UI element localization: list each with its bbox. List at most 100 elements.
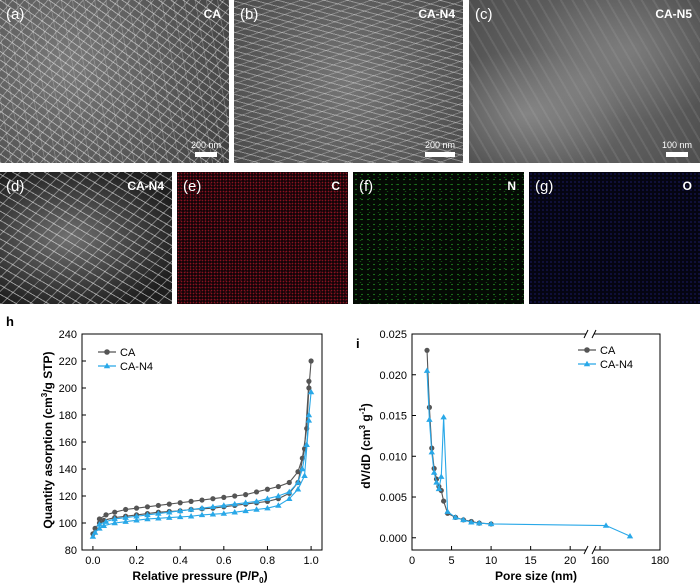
data-point [91,529,99,535]
sem-panel-a: (a) CA 200 nm [0,0,229,163]
data-point [424,347,430,353]
data-point [430,469,438,475]
axis-break-mark [583,545,589,555]
axis-break-gap [586,331,594,337]
y-tick-label: 0.020 [379,370,407,382]
chart-i-xlabel: Pore size (nm) [495,569,577,583]
sample-tag-a: CA [203,7,221,21]
element-tag-n: N [507,179,516,193]
sem-panel-b: (b) CA-N4 200 nm [234,0,463,163]
data-point [444,508,451,514]
axis-break-mark [591,329,597,339]
data-point [231,509,238,515]
y-tick-label: 220 [59,356,77,368]
sample-tag-c: CA-N5 [655,7,692,21]
sample-tag-b: CA-N4 [418,7,455,21]
data-point [468,519,475,525]
data-point [275,502,282,508]
chart-i-panel-label: i [356,336,360,351]
data-point [133,513,140,519]
chart-i-legend: CA CA-N4 [578,345,633,371]
data-point [92,525,98,531]
data-point [305,417,313,423]
sem-panel-d: (d) CA-N4 [0,172,172,304]
scale-bar-a: 200 nm [191,140,221,157]
data-point [435,485,443,492]
data-point [89,533,97,539]
scale-bar-b: 200 nm [425,140,455,157]
data-point [155,515,162,521]
y-tick-label: 180 [59,410,77,422]
data-point [96,521,103,527]
x-tick-label: 0.4 [173,555,188,567]
y-tick-label: 0.025 [379,329,407,341]
legend-i-ca: CA [600,345,616,357]
data-point [111,519,118,526]
data-point [423,367,431,373]
data-point [122,514,129,520]
data-point [220,510,228,516]
panel-label-d: (d) [6,178,25,195]
data-point [433,479,440,485]
legend-ca-n4: CA-N4 [120,361,153,373]
pore-size-chart: i 0 5 10 15 20 160 180 0.000 0.005 0.010 0.015 0.02… [356,329,669,583]
x-tick-label: 0 [409,555,415,567]
x-tick-label: 0.8 [260,555,275,567]
data-point [299,465,306,472]
data-point [264,495,271,501]
data-point [176,507,184,514]
data-point [155,502,161,509]
data-point [144,511,151,518]
chart-h-legend: CA CA-N4 [98,347,153,373]
data-point [452,514,459,520]
data-point [112,509,118,515]
sample-tag-d: CA-N4 [127,179,164,193]
scale-bar-label-a: 200 nm [190,140,221,150]
axis-break-gap [586,547,594,553]
y-tick-label: 0.005 [379,492,407,504]
axis-break-mark [591,545,597,555]
x-tick-label: 10 [485,555,497,567]
data-point [294,486,302,492]
y-tick-label: 0.015 [379,411,407,423]
data-point [144,515,151,522]
panel-label-e: (e) [183,178,202,195]
x-tick-label: 15 [525,555,537,567]
chart-h-panel-label: h [6,314,14,329]
data-point [438,473,445,479]
data-point [441,498,447,504]
data-point [286,479,292,486]
y-tick-label: 100 [59,518,77,530]
data-point [96,516,103,522]
data-point [264,504,271,511]
data-point [460,516,467,523]
data-point [305,411,313,418]
data-point [242,507,249,514]
data-point [440,413,447,420]
data-point [275,492,282,499]
panel-label-c: (c) [475,6,493,23]
data-point [286,488,293,495]
data-point [428,448,435,455]
data-point [122,518,129,524]
x-tick-label: 180 [651,555,669,567]
data-point [166,509,173,515]
data-point [209,511,217,517]
chart-h-xlabel: Relative pressure (P/P0) [132,569,267,585]
x-tick-label: 0.0 [85,555,100,567]
x-tick-label: 0.6 [216,555,231,567]
data-point [123,506,129,513]
scale-bar-c: 100 nm [662,140,692,157]
data-point [253,489,260,495]
data-point [100,522,108,528]
data-point [198,504,206,511]
panel-label-b: (b) [240,6,259,23]
data-point [209,503,217,510]
scale-bar-label-c: 100 nm [661,140,692,150]
y-tick-label: 200 [59,383,77,395]
data-point [177,500,183,506]
data-point [187,506,195,512]
panel-label-f: (f) [359,178,374,195]
data-point [166,501,172,507]
axis-break-mark [583,329,589,339]
